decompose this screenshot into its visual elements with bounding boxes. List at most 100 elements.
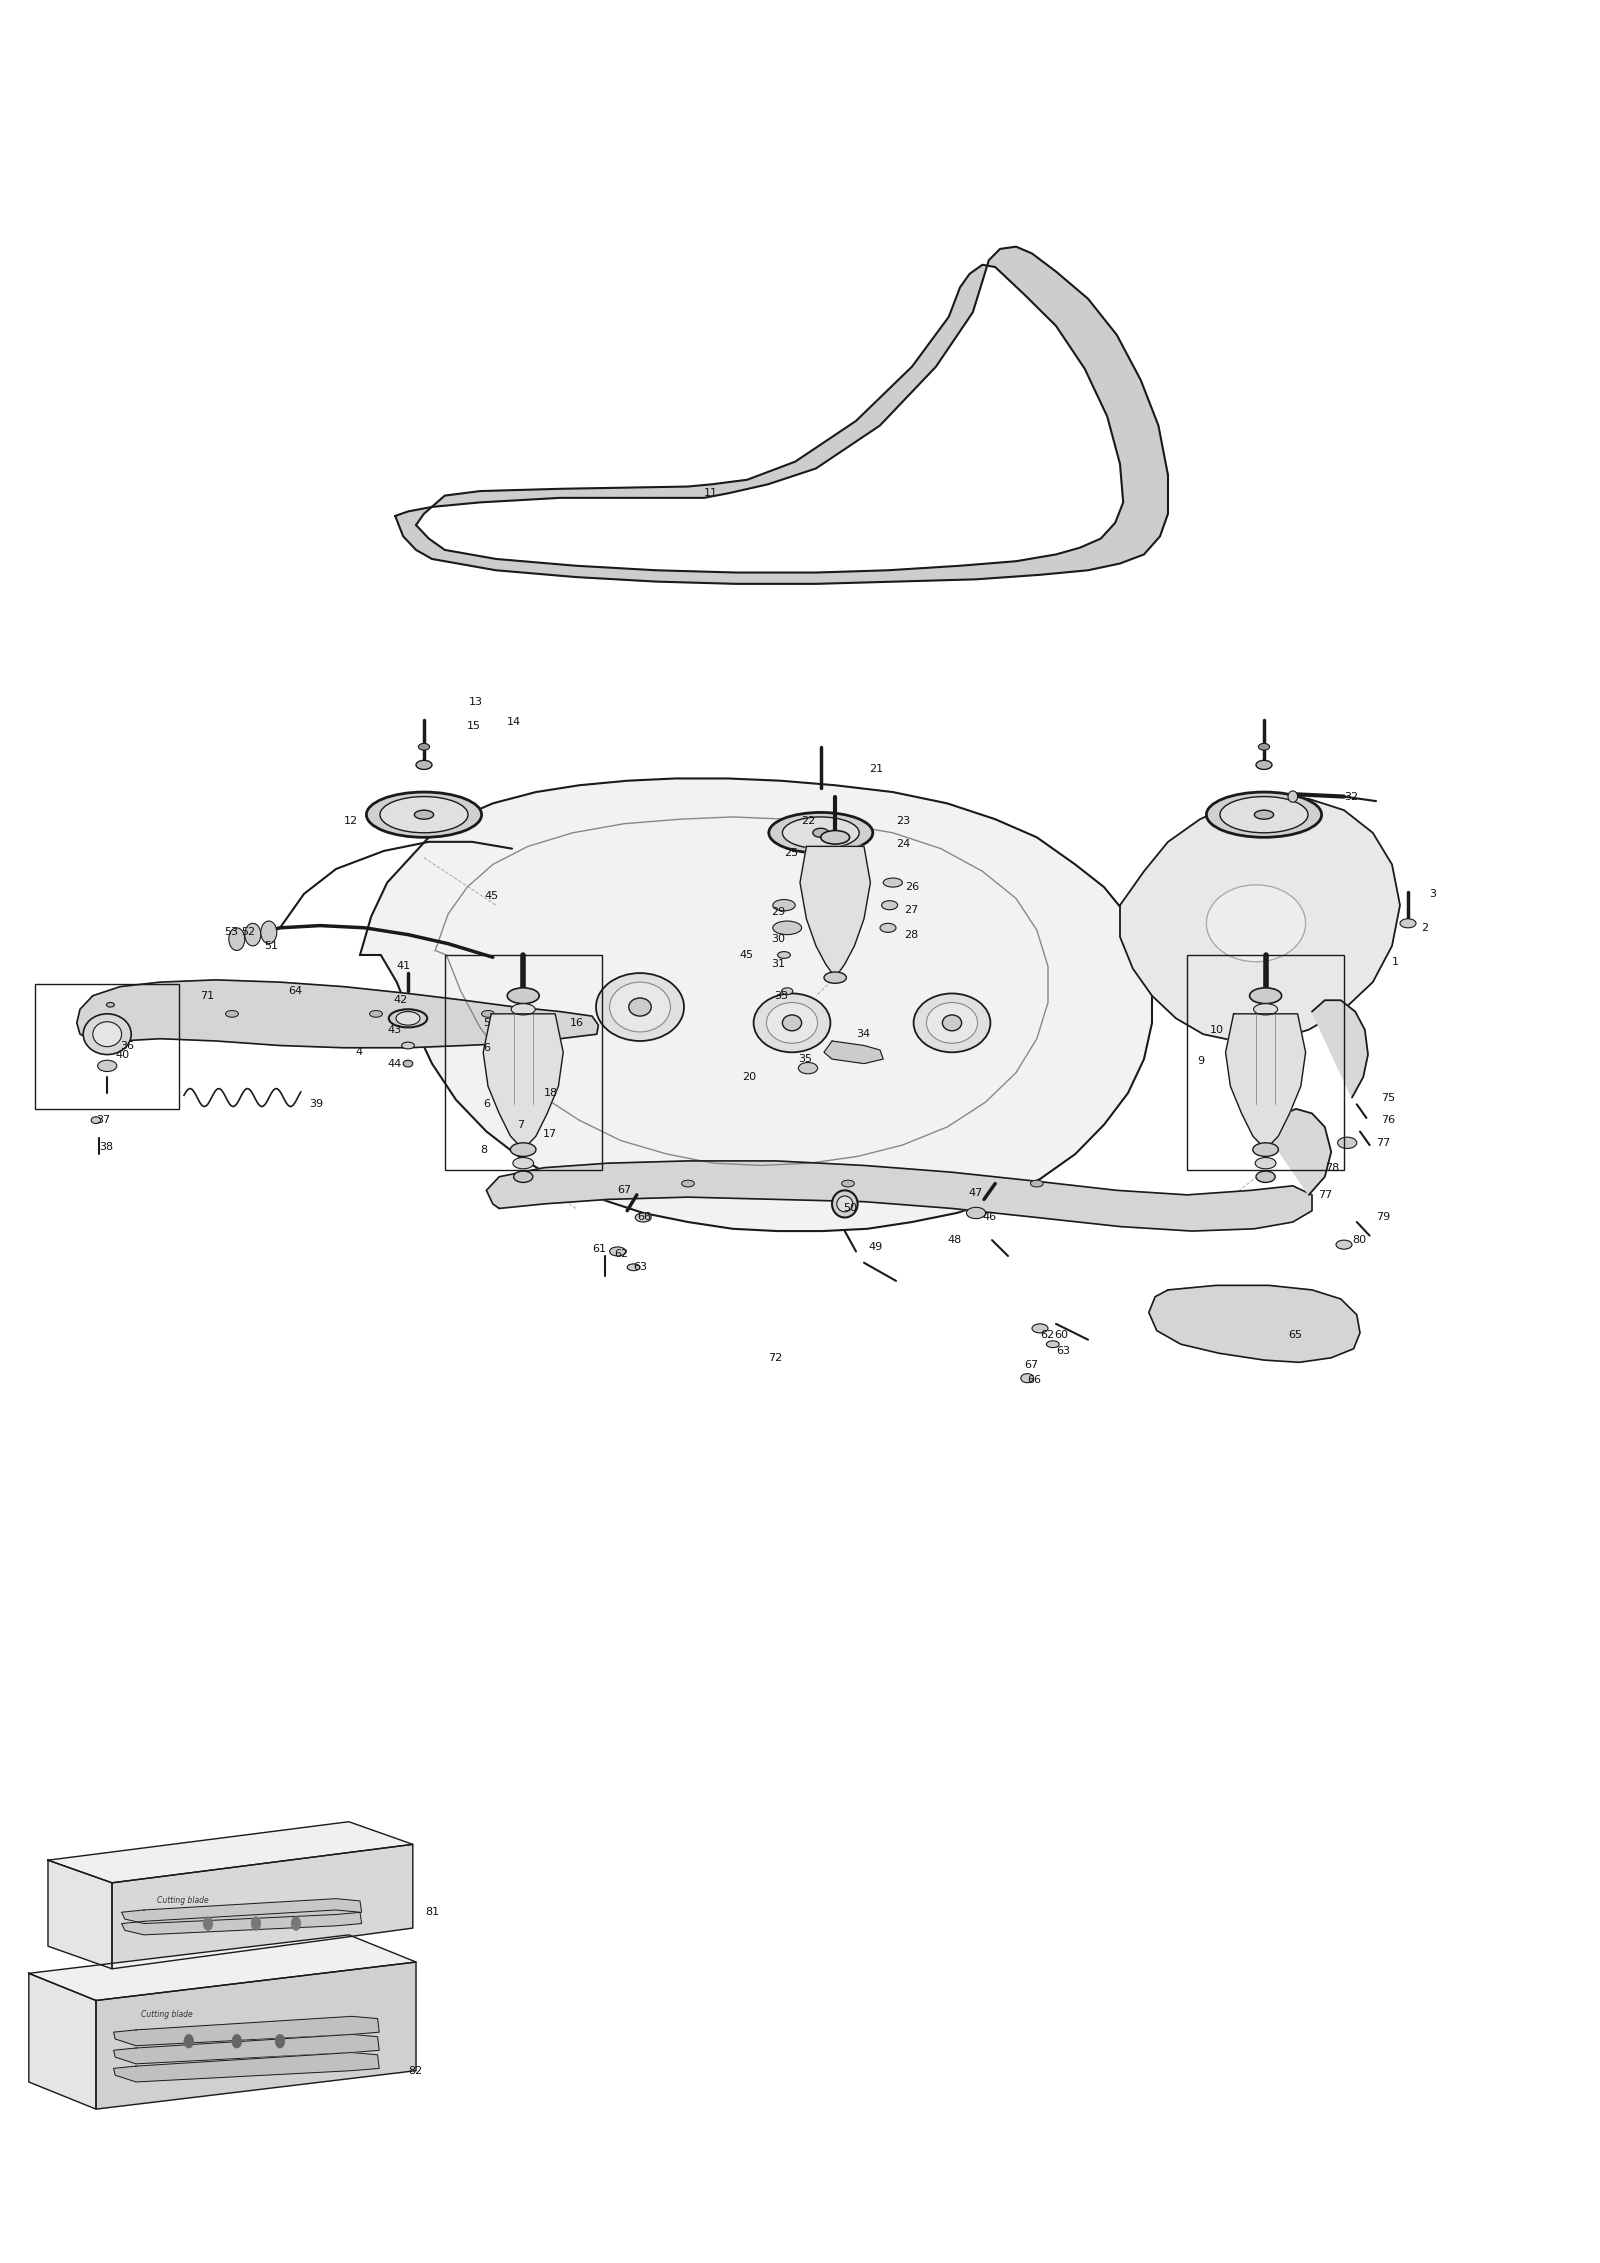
Text: 45: 45 — [485, 892, 499, 901]
Text: 44: 44 — [387, 1059, 402, 1068]
Ellipse shape — [397, 1012, 419, 1025]
Text: 38: 38 — [99, 1143, 114, 1152]
Text: 63: 63 — [1056, 1346, 1070, 1356]
Ellipse shape — [629, 998, 651, 1016]
Ellipse shape — [1032, 1324, 1048, 1333]
Ellipse shape — [754, 993, 830, 1052]
Ellipse shape — [1254, 810, 1274, 819]
Text: 2: 2 — [1421, 923, 1427, 932]
Circle shape — [275, 2034, 285, 2048]
Text: 45: 45 — [739, 950, 754, 960]
Polygon shape — [77, 980, 598, 1048]
Text: 8: 8 — [480, 1145, 486, 1154]
Text: 53: 53 — [224, 928, 238, 937]
Circle shape — [261, 921, 277, 944]
Ellipse shape — [1256, 1172, 1275, 1181]
Polygon shape — [96, 1962, 416, 2109]
Text: 78: 78 — [1325, 1163, 1339, 1172]
Ellipse shape — [782, 1014, 802, 1030]
Ellipse shape — [83, 1014, 131, 1055]
Polygon shape — [112, 1844, 413, 1969]
Polygon shape — [48, 1822, 413, 1883]
Polygon shape — [1149, 1285, 1360, 1362]
Polygon shape — [1312, 1000, 1368, 1098]
Text: 31: 31 — [771, 960, 786, 969]
Ellipse shape — [366, 792, 482, 837]
Text: 42: 42 — [394, 996, 408, 1005]
Text: 46: 46 — [982, 1213, 997, 1222]
Ellipse shape — [507, 987, 539, 1003]
Ellipse shape — [770, 812, 874, 853]
Text: 43: 43 — [387, 1025, 402, 1034]
Text: 65: 65 — [1288, 1331, 1302, 1340]
Ellipse shape — [91, 1116, 101, 1125]
Ellipse shape — [773, 921, 802, 935]
Text: 66: 66 — [637, 1213, 651, 1222]
Ellipse shape — [1253, 1143, 1278, 1156]
Text: 62: 62 — [1040, 1331, 1054, 1340]
Text: 26: 26 — [906, 883, 920, 892]
Ellipse shape — [782, 987, 794, 996]
Text: 14: 14 — [507, 717, 522, 726]
Polygon shape — [360, 778, 1152, 1231]
Text: 23: 23 — [896, 817, 910, 826]
Text: 9: 9 — [1197, 1057, 1203, 1066]
Ellipse shape — [1254, 1005, 1278, 1014]
Polygon shape — [395, 247, 1168, 584]
Ellipse shape — [824, 973, 846, 984]
Text: 28: 28 — [904, 930, 918, 939]
Polygon shape — [1120, 797, 1400, 1041]
Text: 66: 66 — [1027, 1376, 1042, 1385]
Ellipse shape — [414, 810, 434, 819]
Text: 60: 60 — [1054, 1331, 1069, 1340]
Ellipse shape — [1288, 790, 1298, 803]
Ellipse shape — [766, 1003, 818, 1043]
Text: 16: 16 — [570, 1018, 584, 1027]
Bar — [445, 955, 602, 1170]
Text: 3: 3 — [1429, 889, 1435, 898]
Text: 32: 32 — [1344, 792, 1358, 801]
Polygon shape — [29, 1973, 96, 2109]
Text: 35: 35 — [798, 1055, 813, 1064]
Text: 75: 75 — [1381, 1093, 1395, 1102]
Text: 33: 33 — [774, 991, 789, 1000]
Ellipse shape — [1400, 919, 1416, 928]
Text: 21: 21 — [869, 765, 883, 774]
Ellipse shape — [1030, 1179, 1043, 1186]
Ellipse shape — [813, 828, 829, 837]
Text: 79: 79 — [1376, 1213, 1390, 1222]
Text: 61: 61 — [592, 1245, 606, 1254]
Text: 63: 63 — [634, 1263, 648, 1272]
Text: 36: 36 — [120, 1041, 134, 1050]
Text: 72: 72 — [768, 1353, 782, 1362]
Ellipse shape — [514, 1156, 534, 1168]
Text: 4: 4 — [355, 1048, 362, 1057]
Ellipse shape — [595, 973, 685, 1041]
Text: 62: 62 — [614, 1249, 629, 1258]
Bar — [1187, 955, 1344, 1170]
Polygon shape — [29, 1935, 416, 2000]
Ellipse shape — [1338, 1136, 1357, 1150]
Circle shape — [203, 1917, 213, 1930]
Ellipse shape — [403, 1059, 413, 1068]
Text: 48: 48 — [947, 1236, 962, 1245]
Text: 20: 20 — [742, 1073, 757, 1082]
Ellipse shape — [419, 742, 429, 751]
Text: 1: 1 — [1392, 957, 1398, 966]
Text: 7: 7 — [517, 1120, 523, 1129]
Ellipse shape — [832, 1190, 858, 1217]
Ellipse shape — [682, 1179, 694, 1186]
Ellipse shape — [106, 1003, 115, 1007]
Text: Cutting blade: Cutting blade — [157, 1896, 208, 1905]
Ellipse shape — [942, 1014, 962, 1030]
Text: 6: 6 — [483, 1100, 490, 1109]
Text: 77: 77 — [1376, 1138, 1390, 1147]
Ellipse shape — [798, 1061, 818, 1073]
Ellipse shape — [1256, 1156, 1277, 1168]
Ellipse shape — [514, 1172, 533, 1181]
Ellipse shape — [627, 1263, 640, 1270]
Text: 27: 27 — [904, 905, 918, 914]
Ellipse shape — [842, 1179, 854, 1186]
Text: 17: 17 — [542, 1129, 557, 1138]
Text: 67: 67 — [1024, 1360, 1038, 1369]
